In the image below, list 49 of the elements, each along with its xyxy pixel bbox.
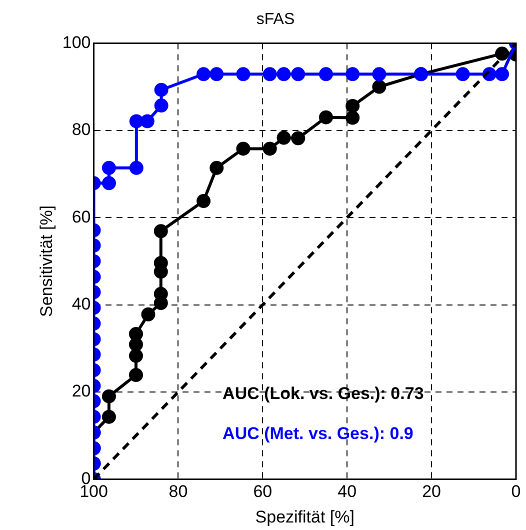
x-tick-label: 20: [422, 482, 442, 502]
point: [154, 98, 168, 113]
point: [129, 114, 144, 128]
point: [372, 67, 386, 82]
point: [318, 67, 333, 82]
y-tick-label: 100: [62, 32, 91, 52]
annotation: AUC (Met. vs. Ges.): 0.9: [222, 424, 414, 443]
point: [102, 160, 116, 175]
point: [291, 131, 306, 146]
point: [154, 82, 168, 97]
point: [128, 348, 143, 363]
point: [102, 410, 116, 424]
y-tick-label: 80: [72, 120, 91, 140]
point: [456, 67, 470, 82]
point: [210, 160, 224, 175]
point: [102, 176, 116, 190]
point: [102, 389, 116, 404]
y-tick-label: 20: [72, 382, 91, 401]
point: [346, 110, 360, 125]
point: [236, 142, 250, 156]
point: [154, 224, 168, 238]
point: [236, 67, 250, 82]
x-tick-label: 80: [168, 482, 188, 502]
y-axis-title: Sensitivität [%]: [36, 205, 56, 317]
point: [291, 67, 306, 82]
point: [128, 327, 143, 342]
point: [140, 114, 154, 128]
x-tick-label: 60: [253, 482, 272, 502]
point: [372, 80, 386, 94]
x-tick-label: 40: [338, 482, 357, 502]
x-axis-title: Spezifität [%]: [255, 507, 354, 526]
point: [262, 67, 277, 82]
point: [128, 368, 143, 382]
point: [276, 67, 291, 82]
point: [346, 98, 360, 113]
y-tick-label: 40: [72, 294, 91, 314]
point: [262, 142, 277, 156]
point: [129, 160, 144, 175]
point: [141, 307, 156, 322]
x-tick-label: 0: [511, 482, 521, 502]
point: [196, 194, 211, 208]
point: [346, 67, 360, 82]
point: [196, 67, 211, 82]
point: [318, 110, 333, 124]
point: [276, 130, 291, 145]
chart-title: sFAS: [256, 11, 295, 28]
y-tick-label: 60: [72, 207, 91, 226]
point: [210, 67, 224, 82]
point: [495, 67, 510, 82]
